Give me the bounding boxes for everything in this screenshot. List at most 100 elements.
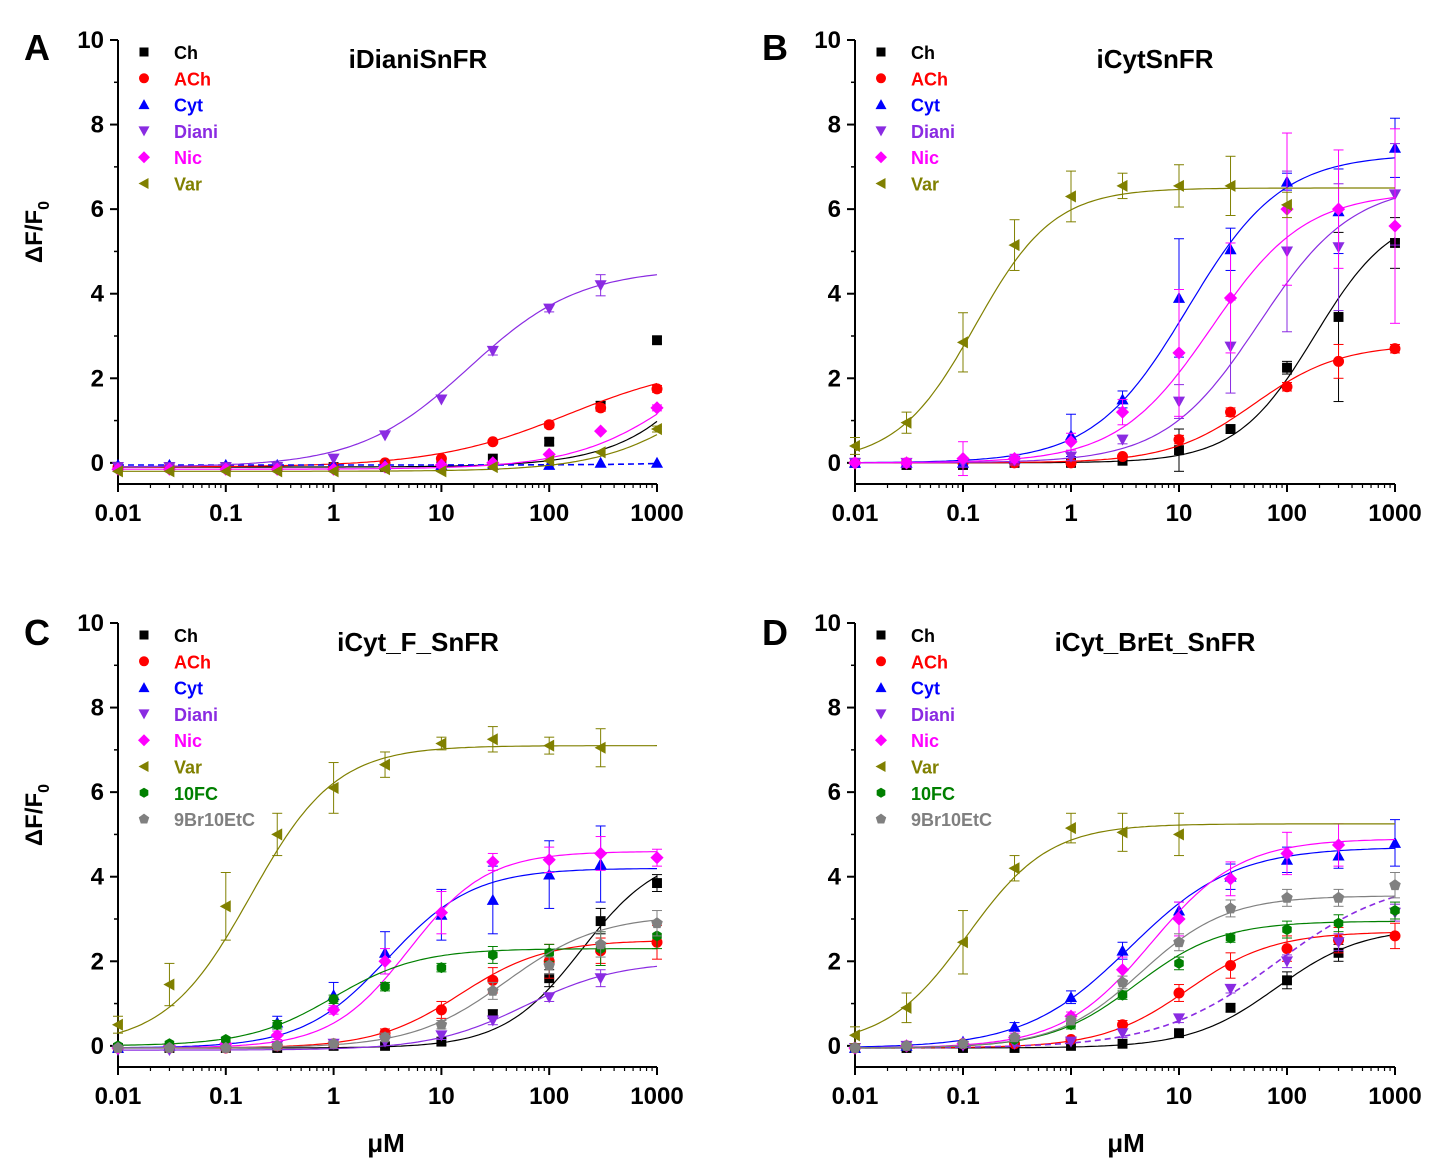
data-point [1333, 917, 1344, 929]
fit-curve [854, 187, 1395, 452]
data-point [957, 1037, 969, 1049]
data-point [1331, 838, 1346, 852]
y-tick-label: 10 [77, 610, 104, 637]
data-point [594, 846, 608, 861]
y-tick-label: 8 [828, 112, 841, 139]
legend-marker [875, 761, 886, 772]
data-point [1064, 991, 1078, 1003]
legend-label: Nic [174, 731, 202, 751]
data-point [327, 465, 339, 478]
data-point [328, 993, 339, 1005]
x-tick-label: 1 [327, 1083, 340, 1110]
data-point [1174, 957, 1184, 969]
data-point [848, 456, 862, 470]
legend-label: ACh [911, 652, 948, 672]
data-point [594, 280, 607, 292]
panel-b: B 0 2 4 6 8 10 0.01 0.1 1 10 100 1000 iCytSnFR Ch ACh Cy… [762, 27, 1422, 527]
legend-marker [139, 47, 149, 57]
y-tick-label: 10 [77, 27, 104, 54]
y-axis-label: ΔF/F0 [21, 201, 53, 263]
data-point [487, 436, 499, 448]
panel-title: iCyt_BrEt_SnFR [1055, 627, 1256, 657]
data-point [1064, 190, 1076, 203]
data-point [221, 1034, 231, 1046]
data-point [900, 416, 912, 429]
data-point [1225, 960, 1237, 972]
x-tick-label: 100 [1267, 1083, 1307, 1110]
data-point [327, 1003, 341, 1017]
y-tick-label: 2 [91, 948, 104, 975]
data-point [1117, 451, 1129, 463]
x-axis-label-d: μM [1107, 1128, 1145, 1158]
data-point [435, 1004, 447, 1016]
data-point [1388, 836, 1402, 848]
legend-item: Cyt [138, 679, 203, 699]
y-tick-label: 0 [91, 1033, 104, 1060]
x-axis-label-c: μM [367, 1128, 405, 1158]
panel-title: iDianiSnFR [349, 44, 488, 74]
data-point [1224, 179, 1236, 192]
data-point [327, 1037, 340, 1049]
y-axis-label: ΔF/F0 [21, 784, 53, 846]
fit-curve [855, 196, 1396, 464]
legend-label: Ch [911, 626, 935, 646]
legend-marker [138, 813, 150, 824]
data-point [651, 383, 663, 395]
fit-curve [118, 948, 658, 1046]
data-point [1116, 393, 1129, 405]
legend-marker [139, 73, 149, 84]
data-point [378, 430, 392, 442]
data-point [327, 453, 340, 465]
data-point [1008, 862, 1020, 875]
data-point [1331, 202, 1346, 216]
y-tick-label: 8 [828, 695, 841, 722]
data-point [594, 424, 608, 438]
legend-label: Ch [174, 626, 198, 646]
legend-label: Diani [911, 705, 955, 725]
data-point [595, 402, 607, 414]
panel-a: A ΔF/F0 0 2 4 6 8 10 0.01 0.1 1 10 100 1000 iDianiSnFR… [21, 27, 684, 527]
legend-item: Var [875, 758, 939, 778]
fit-curve [118, 965, 658, 1051]
y-tick-label: 8 [91, 695, 104, 722]
legend-item: 9Br10EtC [875, 810, 992, 830]
panel-letter: D [762, 612, 788, 653]
data-point [219, 465, 231, 478]
data-point [594, 938, 607, 950]
data-point [436, 962, 447, 974]
legend-item: Diani [138, 705, 218, 725]
legend-marker [139, 787, 149, 798]
data-point [1172, 179, 1184, 192]
data-point [1008, 239, 1020, 252]
legend-label: Cyt [174, 96, 203, 116]
x-tick-label: 10 [428, 1083, 455, 1110]
legend-item: Nic [138, 148, 202, 168]
data-point [594, 741, 606, 754]
data-point [1172, 1013, 1186, 1025]
data-point [1173, 936, 1185, 948]
fit-curve [118, 274, 658, 468]
legend-marker [875, 126, 887, 137]
legend-label: 9Br10EtC [911, 810, 992, 830]
data-point [163, 1041, 176, 1053]
x-tick-label: 0.1 [209, 500, 242, 527]
x-tick-label: 1000 [1368, 1083, 1421, 1110]
data-point [1225, 424, 1236, 434]
y-tick-label: 4 [828, 281, 842, 308]
data-point [1282, 362, 1292, 373]
data-point [543, 303, 556, 315]
panel-letter: A [24, 27, 50, 68]
data-point [271, 828, 283, 841]
legend-marker [138, 126, 150, 137]
panel-letter: C [24, 612, 50, 653]
data-point [379, 1031, 391, 1043]
data-point [1117, 1038, 1128, 1049]
legend-marker [876, 630, 886, 640]
data-point [1225, 406, 1237, 418]
data-point [956, 452, 970, 466]
legend-marker [138, 709, 150, 720]
x-tick-label: 0.1 [946, 500, 979, 527]
y-tick-label: 4 [828, 864, 842, 891]
legend-marker [139, 630, 149, 640]
data-point [1174, 1028, 1184, 1039]
